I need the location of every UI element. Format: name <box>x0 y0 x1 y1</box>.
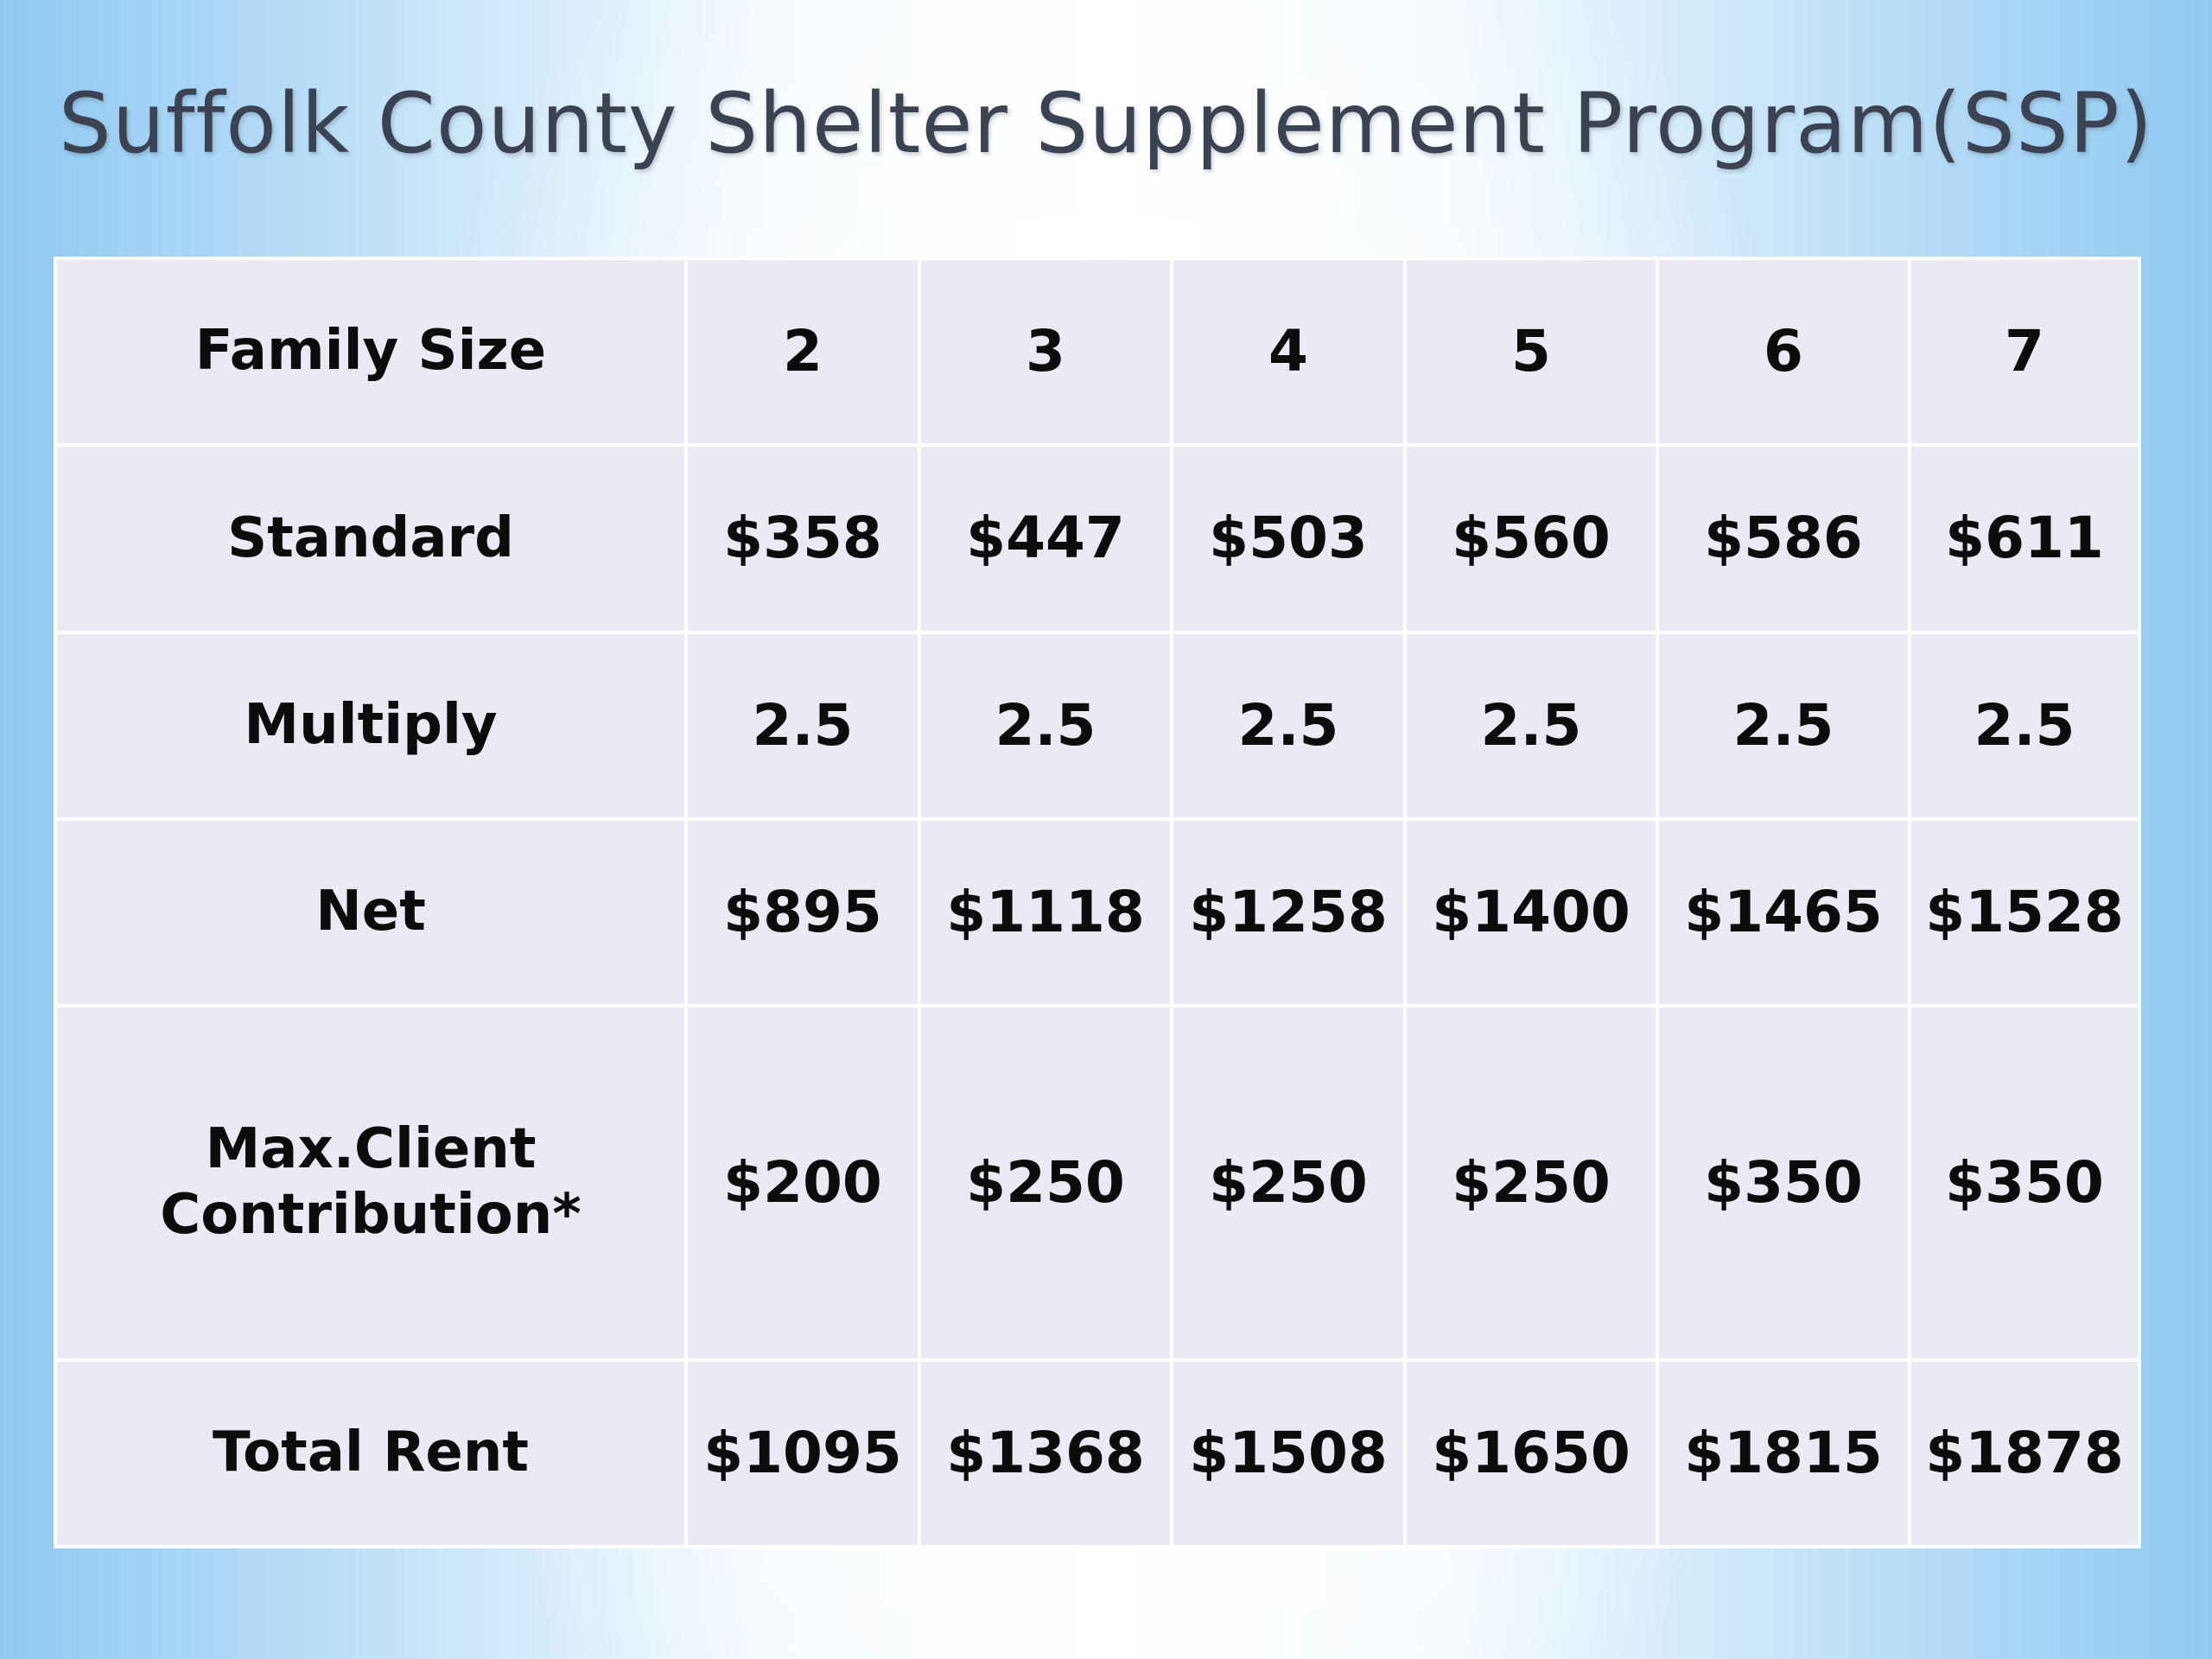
table-cell: $1650 <box>1403 1357 1659 1549</box>
table-cell: 3 <box>918 256 1173 448</box>
table-cell: 5 <box>1403 256 1659 448</box>
table-cell: 7 <box>1908 256 2141 448</box>
row-label-net: Net <box>54 817 688 1008</box>
row-label-standard: Standard <box>54 443 688 634</box>
table-cell: $250 <box>918 1004 1173 1362</box>
table-cell: $1878 <box>1908 1357 2141 1549</box>
table-cell: $200 <box>684 1004 921 1362</box>
table-row-family-size: Family Size 2 3 4 5 6 7 <box>54 256 2141 448</box>
table-cell: $895 <box>684 817 921 1008</box>
table-row-total-rent: Total Rent $1095 $1368 $1508 $1650 $1815… <box>54 1357 2141 1549</box>
table-cell: $1465 <box>1656 817 1911 1008</box>
table-cell: $586 <box>1656 443 1911 634</box>
table-cell: $358 <box>684 443 921 634</box>
table-cell: 2.5 <box>918 630 1173 821</box>
table-cell: $250 <box>1170 1004 1407 1362</box>
row-label-max-client-contribution: Max.Client Contribution* <box>54 1004 688 1362</box>
table-cell: $1368 <box>918 1357 1173 1549</box>
slide-title: Suffolk County Shelter Supplement Progra… <box>58 75 2154 172</box>
table-cell: $250 <box>1403 1004 1659 1362</box>
table-cell: 2.5 <box>1403 630 1659 821</box>
table-cell: 2.5 <box>684 630 921 821</box>
table-row-max-client-contribution: Max.Client Contribution* $200 $250 $250 $… <box>54 1004 2141 1362</box>
table-cell: $1400 <box>1403 817 1659 1008</box>
table-cell: $350 <box>1656 1004 1911 1362</box>
table-cell: $1815 <box>1656 1357 1911 1549</box>
table-cell: $611 <box>1908 443 2141 634</box>
table-cell: 2.5 <box>1656 630 1911 821</box>
row-label-family-size: Family Size <box>54 256 688 448</box>
row-label-multiply: Multiply <box>54 630 688 821</box>
row-label-total-rent: Total Rent <box>54 1357 688 1549</box>
table-cell: 4 <box>1170 256 1407 448</box>
ssp-table-container: Family Size 2 3 4 5 6 7 Standard $358 $4… <box>54 256 2141 1549</box>
table-row-standard: Standard $358 $447 $503 $560 $586 $611 <box>54 443 2141 634</box>
table-cell: $503 <box>1170 443 1407 634</box>
table-cell: $1508 <box>1170 1357 1407 1549</box>
table-row-net: Net $895 $1118 $1258 $1400 $1465 $1528 <box>54 817 2141 1008</box>
table-cell: $447 <box>918 443 1173 634</box>
table-cell: 2.5 <box>1908 630 2141 821</box>
table-cell: $560 <box>1403 443 1659 634</box>
ssp-table: Family Size 2 3 4 5 6 7 Standard $358 $4… <box>54 256 2141 1549</box>
table-cell: $1095 <box>684 1357 921 1549</box>
table-cell: $1258 <box>1170 817 1407 1008</box>
table-cell: $1118 <box>918 817 1173 1008</box>
table-cell: $350 <box>1908 1004 2141 1362</box>
table-cell: 6 <box>1656 256 1911 448</box>
table-cell: 2.5 <box>1170 630 1407 821</box>
row-label-line-1: Max.Client <box>205 1117 537 1182</box>
table-row-multiply: Multiply 2.5 2.5 2.5 2.5 2.5 2.5 <box>54 630 2141 821</box>
table-cell: 2 <box>684 256 921 448</box>
row-label-line-2: Contribution* <box>160 1182 582 1247</box>
table-cell: $1528 <box>1908 817 2141 1008</box>
